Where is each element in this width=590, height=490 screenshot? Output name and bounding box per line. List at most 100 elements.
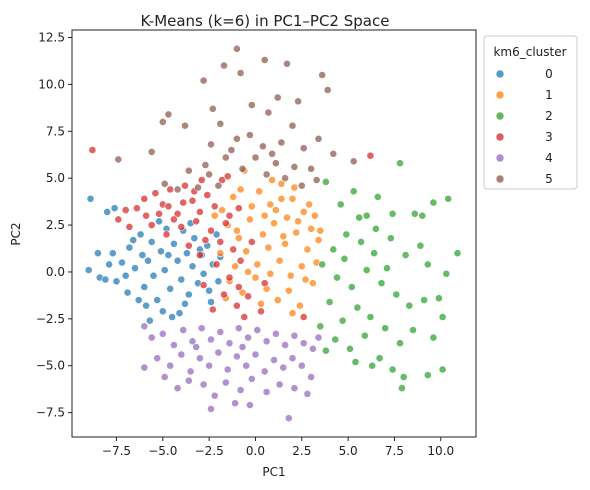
point-cluster-5 (208, 104, 217, 113)
point-cluster-0 (155, 217, 163, 226)
point-cluster-1 (245, 215, 254, 224)
point-cluster-3 (121, 206, 130, 214)
point-cluster-2 (371, 224, 380, 233)
point-cluster-1 (303, 245, 312, 254)
point-cluster-4 (140, 322, 149, 331)
point-cluster-4 (210, 391, 219, 400)
point-cluster-2 (416, 241, 425, 250)
y-tick-label: −2.5 (36, 312, 65, 326)
point-cluster-4 (192, 343, 201, 351)
x-tick-label: −7.5 (102, 444, 131, 458)
point-cluster-0 (129, 236, 138, 244)
point-cluster-0 (169, 239, 178, 248)
point-cluster-2 (360, 331, 369, 340)
point-cluster-0 (207, 298, 215, 306)
point-cluster-1 (314, 236, 323, 244)
point-cluster-4 (290, 384, 299, 393)
point-cluster-5 (114, 155, 123, 164)
point-cluster-3 (140, 194, 149, 203)
point-cluster-4 (232, 352, 241, 361)
point-cluster-4 (234, 324, 243, 333)
point-cluster-0 (103, 207, 112, 216)
point-cluster-4 (199, 380, 208, 389)
point-cluster-3 (207, 226, 215, 235)
point-cluster-1 (266, 200, 275, 209)
point-cluster-3 (201, 236, 210, 244)
point-cluster-3 (142, 211, 150, 220)
point-cluster-4 (242, 361, 251, 370)
point-cluster-0 (140, 283, 149, 291)
point-cluster-3 (169, 215, 178, 224)
point-cluster-4 (251, 350, 260, 359)
point-cluster-5 (312, 176, 321, 184)
point-cluster-4 (225, 339, 234, 348)
point-cluster-0 (190, 234, 199, 243)
point-cluster-5 (227, 146, 236, 154)
point-cluster-0 (142, 301, 150, 310)
point-cluster-1 (308, 279, 317, 288)
point-cluster-2 (362, 266, 371, 274)
point-cluster-2 (351, 358, 360, 366)
point-cluster-2 (438, 313, 447, 321)
plot-area (72, 30, 476, 437)
point-cluster-5 (232, 134, 241, 143)
point-cluster-3 (164, 202, 173, 211)
point-cluster-4 (186, 367, 195, 376)
point-cluster-2 (396, 159, 404, 168)
point-cluster-4 (173, 384, 182, 393)
point-cluster-5 (277, 138, 286, 147)
point-cluster-3 (229, 245, 238, 254)
point-cluster-1 (288, 309, 297, 318)
point-cluster-5 (147, 147, 156, 156)
point-cluster-3 (260, 279, 269, 288)
point-cluster-1 (253, 260, 262, 269)
point-cluster-2 (321, 346, 330, 355)
point-cluster-0 (212, 230, 221, 239)
point-cluster-0 (177, 275, 186, 284)
point-cluster-5 (164, 110, 173, 119)
legend-label-2: 2 (545, 109, 553, 123)
point-cluster-0 (184, 290, 193, 299)
y-axis-label: PC2 (9, 222, 23, 245)
point-cluster-0 (134, 296, 143, 304)
point-cluster-5 (181, 121, 189, 130)
point-cluster-2 (375, 354, 384, 363)
point-cluster-4 (238, 343, 247, 351)
point-cluster-0 (214, 277, 223, 286)
point-cluster-0 (181, 299, 189, 308)
y-tick-label: −7.5 (36, 406, 65, 420)
point-cluster-4 (216, 328, 225, 336)
point-cluster-3 (208, 305, 217, 314)
point-cluster-2 (349, 187, 358, 196)
point-cluster-4 (153, 354, 162, 363)
point-cluster-0 (101, 275, 110, 284)
point-cluster-1 (277, 194, 286, 203)
legend-label-5: 5 (545, 172, 553, 186)
point-cluster-4 (179, 326, 188, 334)
point-cluster-2 (353, 303, 362, 312)
point-cluster-4 (260, 367, 269, 376)
point-cluster-1 (295, 301, 304, 310)
point-cluster-2 (347, 283, 356, 291)
point-cluster-4 (288, 354, 297, 363)
point-cluster-0 (145, 316, 154, 325)
point-cluster-2 (453, 249, 462, 258)
point-cluster-0 (105, 260, 113, 269)
point-cluster-2 (409, 326, 417, 334)
legend-box (483, 35, 578, 190)
point-cluster-5 (184, 166, 193, 175)
point-cluster-1 (310, 211, 319, 220)
point-cluster-5 (220, 61, 228, 70)
point-cluster-5 (288, 121, 297, 130)
legend-label-1: 1 (545, 88, 553, 102)
point-cluster-1 (283, 213, 291, 222)
point-cluster-2 (401, 251, 410, 259)
point-cluster-2 (396, 339, 404, 348)
point-cluster-1 (297, 262, 306, 271)
point-cluster-5 (236, 69, 245, 77)
point-cluster-2 (338, 316, 347, 325)
point-cluster-1 (288, 194, 297, 203)
point-cluster-5 (297, 181, 306, 190)
point-cluster-4 (184, 376, 193, 385)
